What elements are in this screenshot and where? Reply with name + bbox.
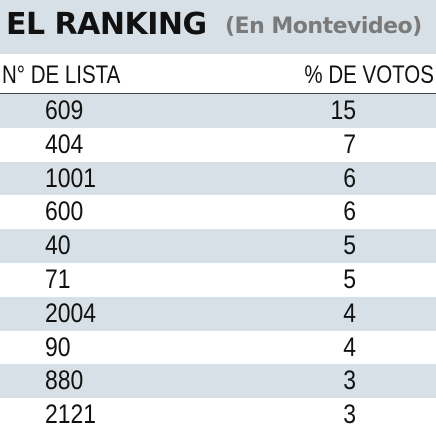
vote-percentage: 4	[343, 297, 356, 328]
table-row: 404 7	[0, 127, 436, 162]
table-body: 609 15 404 7 1001 6 600 6 40 5 71 5 2004 4 90 4 880 3 2121…	[0, 94, 436, 432]
table-row: 71 5	[0, 262, 436, 297]
vote-percentage: 3	[343, 365, 356, 396]
table-row: 40 5	[0, 229, 436, 263]
vote-percentage: 7	[343, 128, 356, 159]
table-row: 880 3	[0, 364, 436, 399]
column-header-list: N° DE LISTA	[2, 61, 121, 89]
table-row: 1001 6	[0, 161, 436, 196]
list-number: 40	[45, 230, 71, 261]
list-number: 609	[45, 95, 84, 125]
table-row: 2004 4	[0, 296, 436, 331]
vote-percentage: 5	[343, 230, 356, 261]
list-number: 2004	[45, 297, 97, 328]
vote-percentage: 5	[343, 263, 356, 294]
vote-percentage: 3	[343, 399, 356, 430]
vote-percentage: 6	[343, 162, 356, 193]
table-header: N° DE LISTA % DE VOTOS	[0, 54, 436, 94]
list-number: 404	[45, 128, 84, 159]
table-row: 2121 3	[0, 398, 436, 432]
list-number: 1001	[45, 162, 97, 193]
column-header-votes: % DE VOTOS	[304, 61, 434, 89]
table-row: 600 6	[0, 195, 436, 230]
chart-subtitle: (En Montevideo)	[225, 14, 422, 39]
list-number: 90	[45, 331, 71, 362]
title-band: EL RANKING (En Montevideo)	[0, 0, 436, 54]
vote-percentage: 4	[343, 331, 356, 362]
table-row: 609 15	[0, 94, 436, 128]
vote-percentage: 6	[343, 196, 356, 227]
list-number: 880	[45, 365, 84, 396]
chart-title: EL RANKING	[6, 7, 207, 42]
list-number: 2121	[45, 399, 97, 430]
table-row: 90 4	[0, 330, 436, 365]
list-number: 600	[45, 196, 84, 227]
vote-percentage: 15	[330, 95, 356, 125]
list-number: 71	[45, 263, 71, 294]
